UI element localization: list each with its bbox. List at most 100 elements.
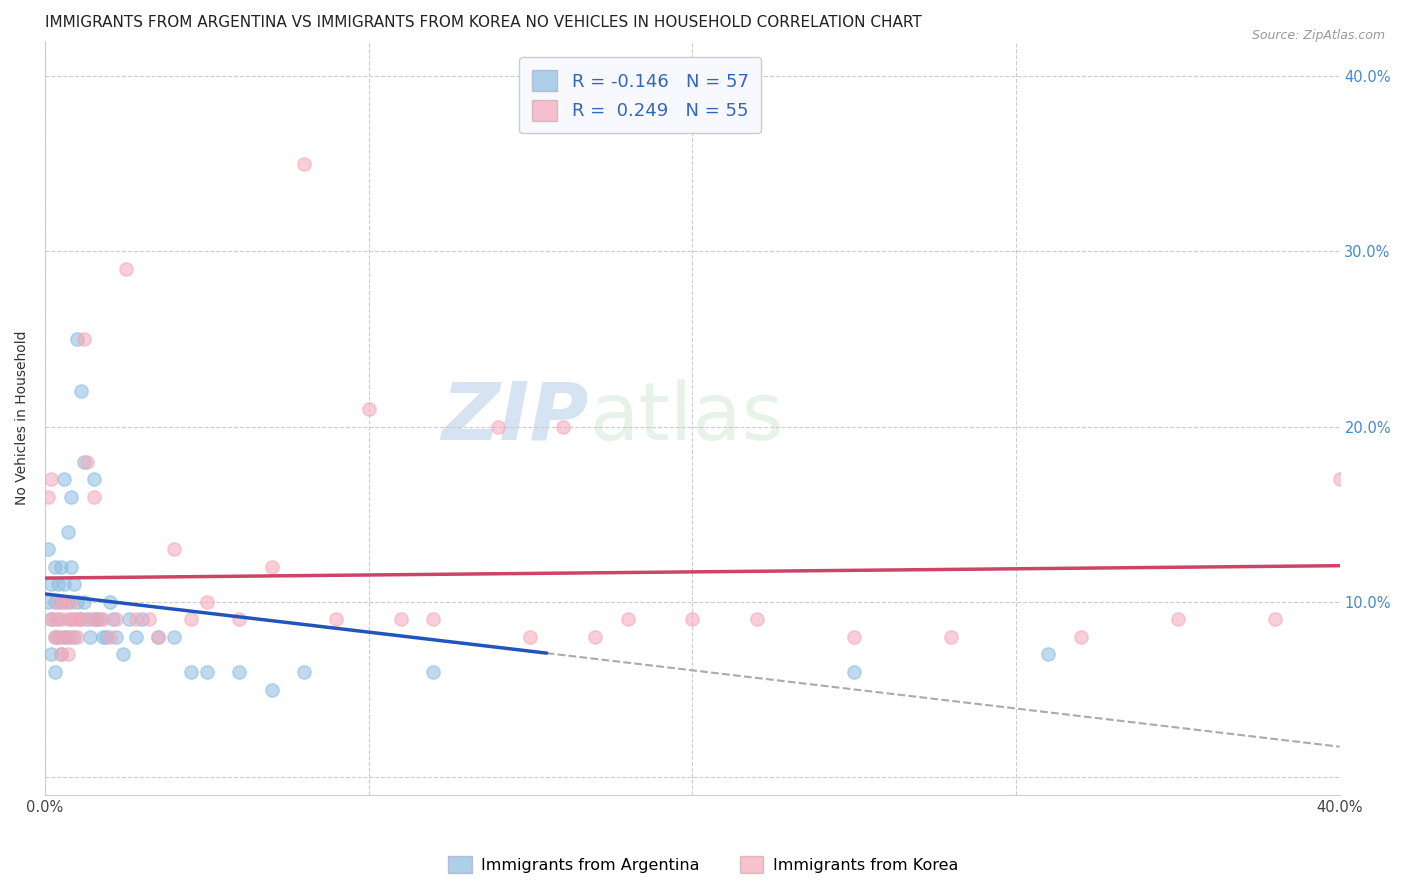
Point (44, 630, 66, 644)
Point (49, 595, 72, 609)
Point (44, 595, 66, 609)
Point (260, 559, 283, 574)
Point (195, 665, 218, 679)
Point (63, 630, 86, 644)
Point (69, 612, 91, 626)
Point (59, 559, 82, 574)
Point (53, 630, 76, 644)
Point (59, 612, 82, 626)
Point (66, 630, 89, 644)
Point (37, 542, 59, 557)
Point (389, 612, 412, 626)
Point (118, 612, 141, 626)
Point (260, 682, 283, 697)
Point (96, 630, 118, 644)
Point (63, 612, 86, 626)
Point (56, 648, 79, 662)
Point (228, 612, 250, 626)
Point (83, 490, 105, 504)
Point (69, 612, 91, 626)
Point (76, 455, 98, 469)
Point (745, 612, 768, 626)
Point (37, 595, 59, 609)
Point (44, 630, 66, 644)
Point (163, 542, 186, 557)
Point (73, 332, 96, 346)
Point (1070, 630, 1092, 644)
Point (59, 595, 82, 609)
Point (56, 630, 79, 644)
Point (46, 630, 69, 644)
Point (37, 490, 59, 504)
Point (1038, 648, 1060, 662)
Point (53, 577, 76, 591)
Point (842, 630, 865, 644)
Point (53, 595, 76, 609)
Point (101, 612, 124, 626)
Point (842, 665, 865, 679)
Point (163, 630, 186, 644)
Point (69, 384, 91, 399)
Point (98, 630, 121, 644)
Point (105, 612, 128, 626)
Point (49, 612, 72, 626)
Point (44, 665, 66, 679)
Point (41, 612, 63, 626)
Point (66, 612, 89, 626)
Point (66, 595, 89, 609)
Point (681, 612, 703, 626)
Point (325, 612, 347, 626)
Point (939, 630, 962, 644)
Point (195, 595, 218, 609)
Point (49, 648, 72, 662)
Point (1329, 472, 1351, 486)
Point (91, 612, 114, 626)
Point (89, 612, 111, 626)
Point (357, 402, 380, 417)
Point (63, 577, 86, 591)
Point (583, 630, 606, 644)
Point (44, 559, 66, 574)
Point (56, 524, 79, 539)
Point (292, 156, 315, 170)
Text: ZIP: ZIP (441, 379, 589, 457)
Point (41, 472, 63, 486)
Text: Source: ZipAtlas.com: Source: ZipAtlas.com (1251, 29, 1385, 43)
Point (83, 472, 105, 486)
Point (1361, 472, 1384, 486)
Point (115, 261, 138, 276)
Text: IMMIGRANTS FROM ARGENTINA VS IMMIGRANTS FROM KOREA NO VEHICLES IN HOUSEHOLD CORR: IMMIGRANTS FROM ARGENTINA VS IMMIGRANTS … (45, 15, 922, 30)
Point (53, 630, 76, 644)
Point (138, 612, 160, 626)
Point (98, 595, 121, 609)
Point (486, 419, 509, 434)
Point (56, 595, 79, 609)
Point (124, 630, 146, 644)
Point (49, 648, 72, 662)
Point (49, 559, 72, 574)
Point (616, 612, 638, 626)
Point (422, 665, 444, 679)
Point (131, 612, 153, 626)
Point (46, 630, 69, 644)
Legend: R = -0.146   N = 57, R =  0.249   N = 55: R = -0.146 N = 57, R = 0.249 N = 55 (519, 57, 762, 134)
Point (422, 612, 444, 626)
Point (111, 648, 134, 662)
Point (180, 665, 202, 679)
Y-axis label: No Vehicles in Household: No Vehicles in Household (15, 331, 30, 505)
Point (83, 612, 105, 626)
Point (41, 648, 63, 662)
Point (41, 577, 63, 591)
Point (46, 577, 69, 591)
Point (59, 490, 82, 504)
Point (44, 612, 66, 626)
Point (228, 665, 250, 679)
Point (91, 630, 114, 644)
Point (66, 332, 89, 346)
Point (76, 612, 98, 626)
Point (551, 419, 574, 434)
Point (124, 612, 146, 626)
Text: atlas: atlas (589, 379, 783, 457)
Point (79, 630, 101, 644)
Point (1167, 612, 1189, 626)
